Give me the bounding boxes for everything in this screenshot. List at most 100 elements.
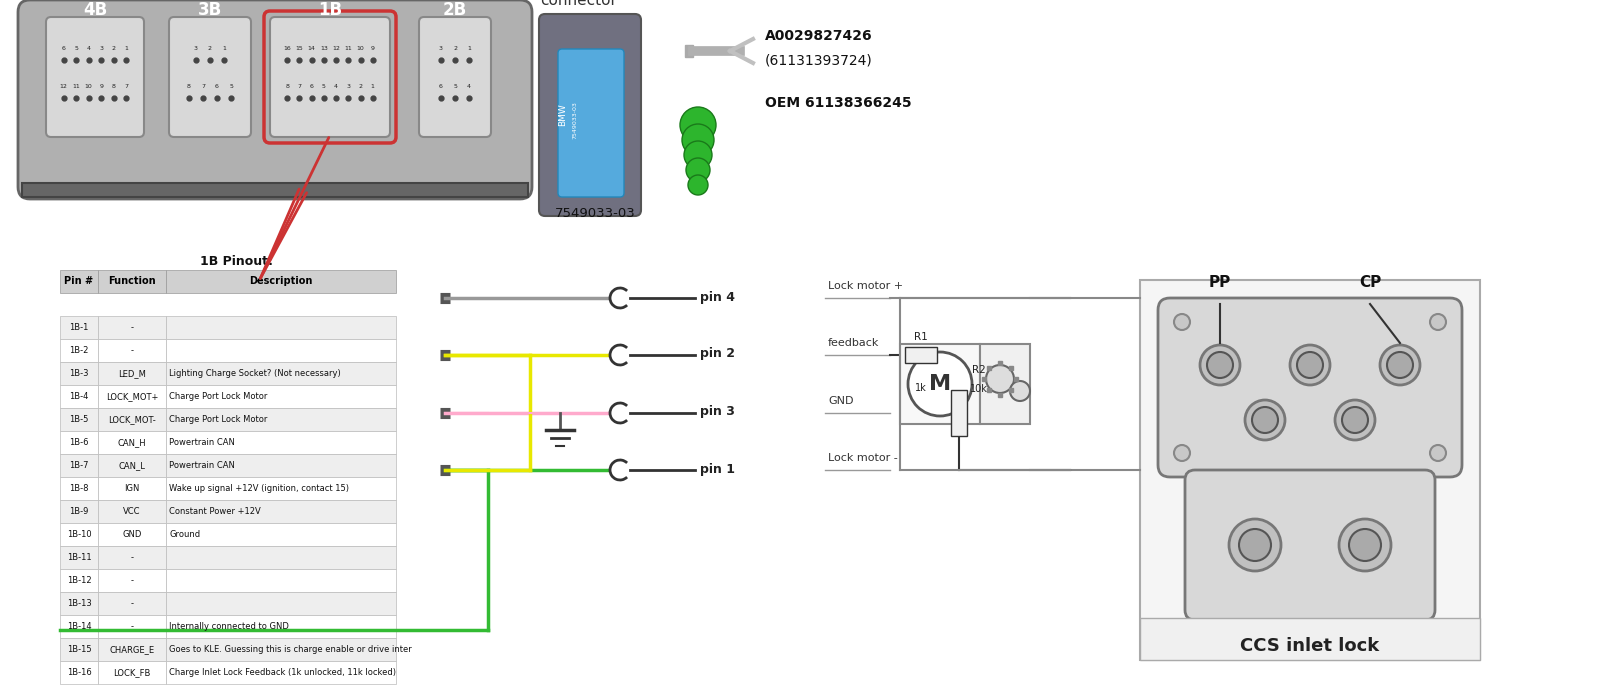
Text: Charge Port Lock Motor: Charge Port Lock Motor <box>170 392 267 401</box>
Text: Powertrain CAN: Powertrain CAN <box>170 438 235 447</box>
Text: 7549033-03: 7549033-03 <box>555 207 635 220</box>
Bar <box>98 316 166 339</box>
Text: 1k: 1k <box>915 383 926 393</box>
Text: 7: 7 <box>298 84 301 89</box>
Text: 2: 2 <box>208 46 211 51</box>
Bar <box>98 362 166 385</box>
Circle shape <box>1387 352 1413 378</box>
Text: 1B-10: 1B-10 <box>67 530 91 539</box>
Text: Internally connected to GND: Internally connected to GND <box>170 622 290 631</box>
Text: CCS inlet lock: CCS inlet lock <box>1240 637 1379 655</box>
Bar <box>98 270 166 293</box>
Circle shape <box>1298 352 1323 378</box>
Text: -: - <box>131 323 133 332</box>
Bar <box>98 638 166 661</box>
Text: VCC: VCC <box>123 507 141 516</box>
Text: GND: GND <box>829 396 853 406</box>
Bar <box>61 592 98 615</box>
Bar <box>98 615 166 638</box>
Text: 2: 2 <box>453 46 458 51</box>
Text: A0029827426: A0029827426 <box>765 29 872 43</box>
Text: Powertrain CAN: Powertrain CAN <box>170 461 235 470</box>
Text: CHARGE_E: CHARGE_E <box>109 645 155 654</box>
Text: pin 1: pin 1 <box>701 462 734 475</box>
FancyBboxPatch shape <box>558 49 624 197</box>
Bar <box>166 270 397 293</box>
Circle shape <box>1430 445 1446 461</box>
Text: 1B-15: 1B-15 <box>67 645 91 654</box>
Bar <box>98 661 166 684</box>
Text: 1: 1 <box>125 46 128 51</box>
Bar <box>61 615 98 638</box>
Bar <box>166 431 397 454</box>
Text: 3: 3 <box>346 84 350 89</box>
Circle shape <box>1339 519 1390 571</box>
Text: 5: 5 <box>74 46 78 51</box>
Text: connector: connector <box>541 0 618 8</box>
Bar <box>98 408 166 431</box>
Text: R1: R1 <box>914 332 928 342</box>
FancyBboxPatch shape <box>539 14 642 216</box>
Text: 1B-13: 1B-13 <box>67 599 91 608</box>
Text: -: - <box>131 346 133 355</box>
Text: 8: 8 <box>285 84 290 89</box>
Bar <box>906 347 938 363</box>
Bar <box>61 454 98 477</box>
Text: CAN_L: CAN_L <box>118 461 146 470</box>
Bar <box>166 638 397 661</box>
Text: 1B: 1B <box>318 1 342 19</box>
Circle shape <box>1334 400 1374 440</box>
Text: 7: 7 <box>125 84 128 89</box>
Circle shape <box>682 124 714 156</box>
Text: 1: 1 <box>222 46 226 51</box>
Text: 6: 6 <box>214 84 219 89</box>
Text: 5: 5 <box>229 84 234 89</box>
Bar <box>98 454 166 477</box>
Bar <box>166 316 397 339</box>
Bar <box>61 362 98 385</box>
Bar <box>1139 280 1480 660</box>
Bar <box>899 344 979 424</box>
Text: 4: 4 <box>334 84 338 89</box>
Text: 15: 15 <box>296 46 304 51</box>
Text: 6: 6 <box>310 84 314 89</box>
Bar <box>98 477 166 500</box>
Text: 3: 3 <box>194 46 198 51</box>
Bar <box>166 523 397 546</box>
Text: 8: 8 <box>187 84 190 89</box>
Circle shape <box>1379 345 1421 385</box>
Text: LED_M: LED_M <box>118 369 146 378</box>
Bar <box>98 339 166 362</box>
Text: 2: 2 <box>112 46 115 51</box>
Text: LOCK_FB: LOCK_FB <box>114 668 150 677</box>
Bar <box>166 385 397 408</box>
Text: 5: 5 <box>453 84 458 89</box>
Bar <box>166 569 397 592</box>
Circle shape <box>1245 400 1285 440</box>
Bar <box>950 389 966 435</box>
Text: Lock motor -: Lock motor - <box>829 453 898 463</box>
Text: 1B-14: 1B-14 <box>67 622 91 631</box>
Bar <box>979 344 1030 424</box>
Text: 4B: 4B <box>83 1 107 19</box>
Text: 10: 10 <box>85 84 93 89</box>
Text: GND: GND <box>122 530 142 539</box>
Bar <box>61 477 98 500</box>
Text: -: - <box>131 622 133 631</box>
Text: 12: 12 <box>333 46 341 51</box>
Text: Goes to KLE. Guessing this is charge enable or drive inter: Goes to KLE. Guessing this is charge ena… <box>170 645 411 654</box>
Text: pin 3: pin 3 <box>701 406 734 418</box>
Bar <box>61 270 98 293</box>
Text: 1: 1 <box>371 84 374 89</box>
Text: Function: Function <box>109 276 155 287</box>
Text: 1B-9: 1B-9 <box>69 507 88 516</box>
Text: 1B-5: 1B-5 <box>69 415 88 424</box>
Circle shape <box>1290 345 1330 385</box>
Circle shape <box>686 158 710 182</box>
Bar <box>61 385 98 408</box>
Text: Charge Port Lock Motor: Charge Port Lock Motor <box>170 415 267 424</box>
Bar <box>166 661 397 684</box>
Circle shape <box>1010 381 1030 401</box>
Bar <box>61 316 98 339</box>
Bar <box>61 661 98 684</box>
